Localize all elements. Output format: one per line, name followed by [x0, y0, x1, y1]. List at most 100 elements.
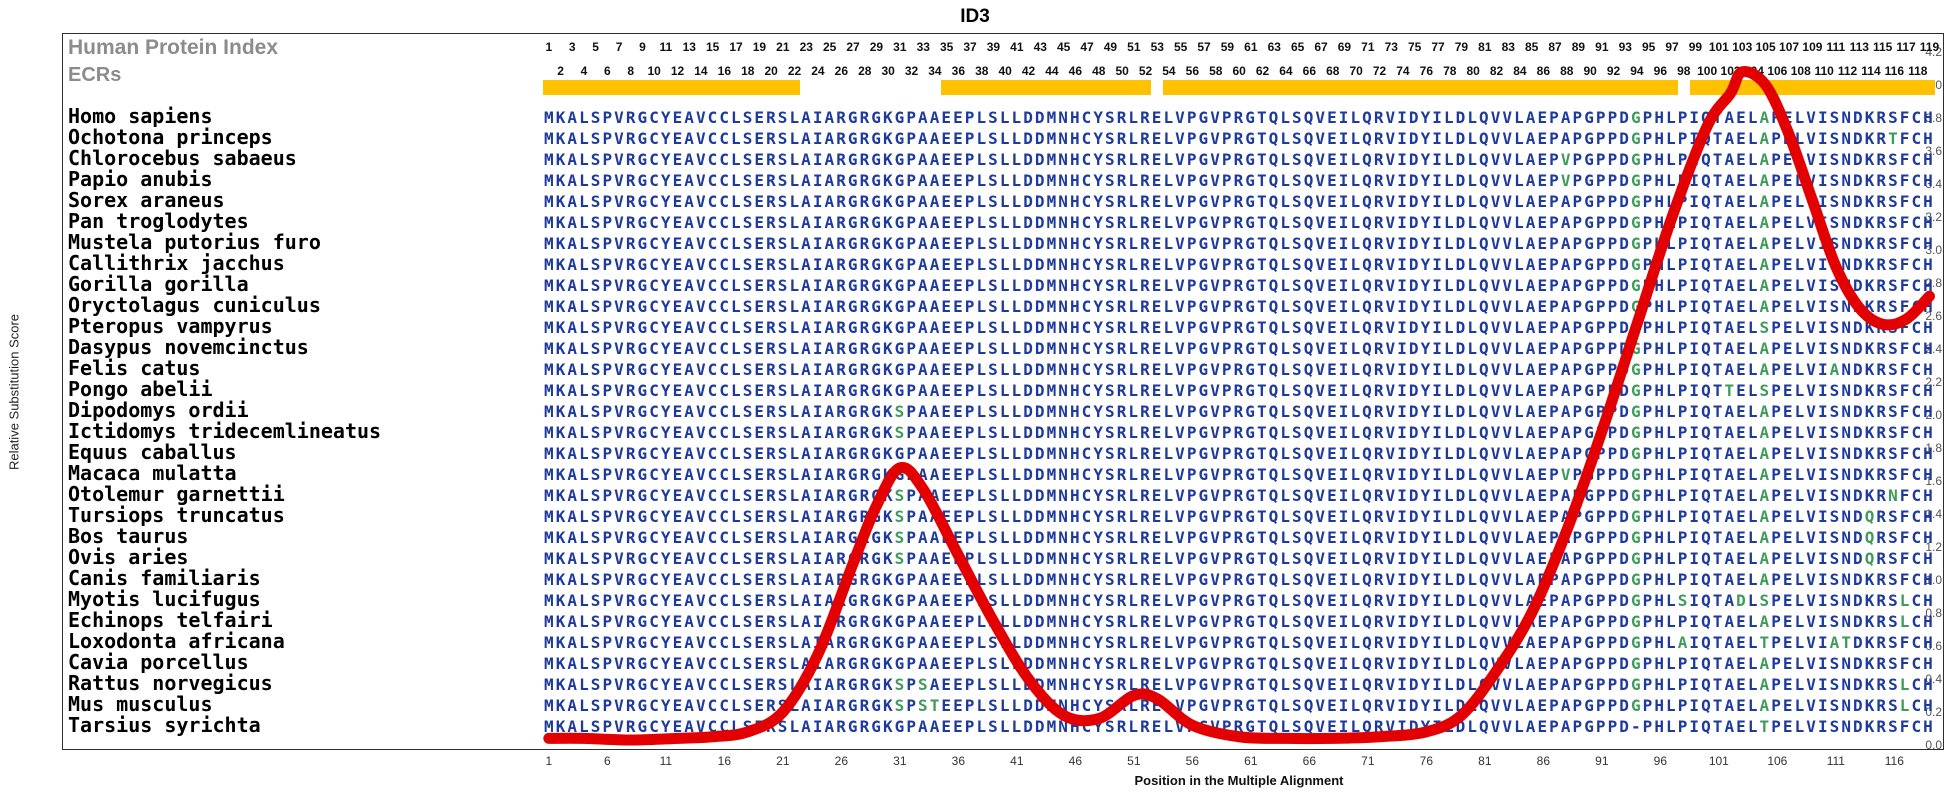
residue: V [1315, 380, 1326, 400]
residue: L [731, 254, 741, 274]
residue: E [672, 590, 683, 610]
residue: D [1034, 485, 1045, 505]
residue: H [1069, 611, 1080, 631]
residue: L [1011, 107, 1022, 127]
residue: V [1175, 506, 1185, 526]
residue: P [1186, 527, 1197, 547]
residue: S [1677, 590, 1688, 610]
residue: I [1338, 212, 1349, 232]
residue: G [847, 632, 858, 652]
residue: Q [1362, 569, 1372, 589]
residue: G [1630, 422, 1641, 442]
residue: H [1069, 506, 1080, 526]
residue: R [1140, 443, 1150, 463]
residue: L [1011, 674, 1022, 694]
residue: M [1046, 149, 1057, 169]
residue: E [1782, 422, 1793, 442]
residue: P [1677, 380, 1688, 400]
residue: A [918, 548, 928, 568]
residue: E [953, 674, 963, 694]
residue: I [1817, 653, 1828, 673]
residue: L [789, 716, 800, 736]
position-number: 26 [834, 64, 849, 78]
residue: C [649, 632, 659, 652]
residue: V [695, 170, 706, 190]
residue: A [824, 506, 835, 526]
residue: S [1829, 380, 1840, 400]
residue: V [1490, 443, 1501, 463]
residue: C [707, 506, 718, 526]
species-name: Ochotona princeps [68, 125, 273, 149]
residue: Y [1093, 212, 1103, 232]
position-number: 106 [1767, 64, 1788, 78]
residue: P [1186, 590, 1197, 610]
residue: S [1105, 170, 1115, 190]
residue: P [906, 443, 916, 463]
residue: G [1584, 170, 1594, 190]
residue: Q [1362, 233, 1372, 253]
residue: P [1221, 548, 1232, 568]
residue: V [1210, 548, 1220, 568]
residue: E [1782, 569, 1793, 589]
residue: L [731, 548, 741, 568]
residue: Q [1479, 527, 1489, 547]
residue: L [1128, 548, 1139, 568]
residue: M [1046, 590, 1057, 610]
residue: P [1595, 191, 1606, 211]
residue: Q [1362, 716, 1372, 736]
residue: L [999, 380, 1010, 400]
residue: Q [1362, 527, 1372, 547]
residue: P [1771, 359, 1781, 379]
residue: P [1595, 170, 1606, 190]
residue: R [1876, 107, 1887, 127]
residue: S [590, 485, 601, 505]
residue: Y [1420, 611, 1431, 631]
residue: G [847, 275, 858, 295]
residue: A [824, 380, 835, 400]
residue: N [1058, 296, 1068, 316]
residue: H [1923, 359, 1933, 379]
residue: A [567, 569, 578, 589]
residue: I [1338, 233, 1349, 253]
residue: N [1058, 590, 1068, 610]
x-tick-label: 31 [893, 754, 907, 768]
residue: S [777, 317, 788, 337]
residue: M [1046, 443, 1057, 463]
residue: A [567, 590, 578, 610]
residue: A [1759, 212, 1770, 232]
residue: L [1794, 317, 1805, 337]
residue: P [1642, 632, 1653, 652]
residue: P [1677, 569, 1688, 589]
residue: G [1245, 254, 1255, 274]
residue: D [1853, 548, 1863, 568]
residue: Q [1701, 590, 1711, 610]
residue: E [1151, 611, 1162, 631]
residue: S [742, 254, 753, 274]
residue: H [1923, 212, 1933, 232]
residue: P [1642, 695, 1653, 715]
species-name: Felis catus [68, 356, 201, 380]
x-tick-label: 41 [1010, 754, 1024, 768]
residue: C [719, 653, 729, 673]
residue: R [1233, 359, 1244, 379]
residue: E [941, 506, 952, 526]
residue: A [1525, 590, 1536, 610]
residue: P [1642, 464, 1653, 484]
residue: S [988, 338, 998, 358]
residue: V [1385, 674, 1396, 694]
residue: E [1327, 233, 1337, 253]
residue: R [1116, 317, 1127, 337]
residue: R [1876, 548, 1887, 568]
position-number: 42 [1021, 64, 1036, 78]
residue: D [1455, 632, 1466, 652]
residue: S [590, 149, 601, 169]
residue: Q [1268, 611, 1279, 631]
residue: V [1315, 506, 1326, 526]
residue: N [1841, 359, 1851, 379]
residue: R [625, 275, 636, 295]
residue: S [590, 107, 601, 127]
residue: G [1630, 653, 1641, 673]
residue: P [1677, 674, 1688, 694]
residue: S [1829, 254, 1840, 274]
